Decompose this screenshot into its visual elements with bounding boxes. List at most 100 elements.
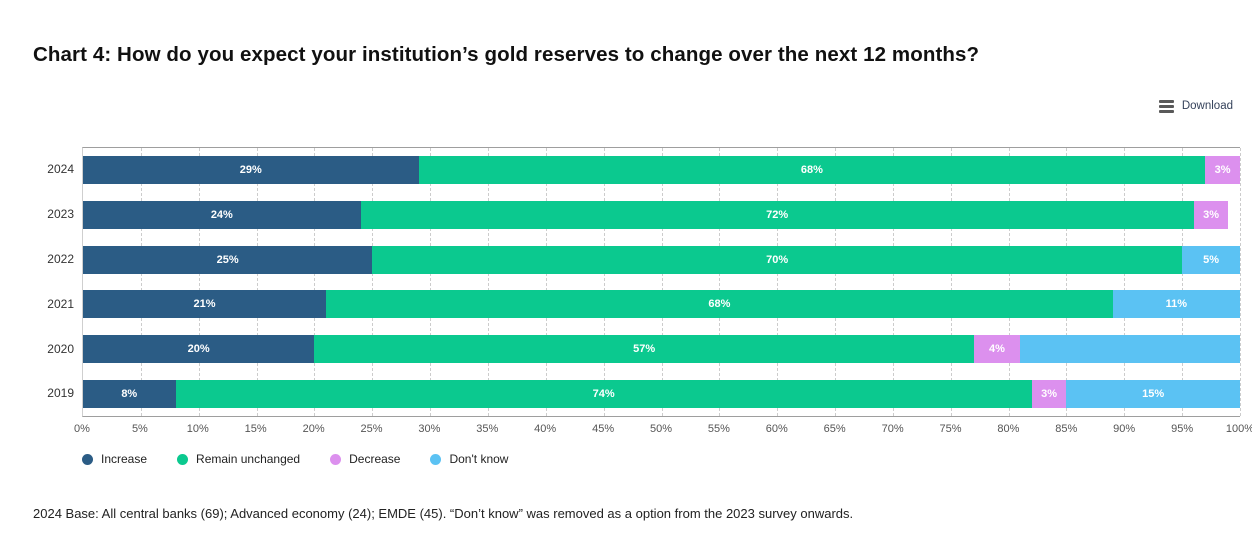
x-tick-label: 60% <box>765 423 788 435</box>
x-tick-label: 35% <box>476 423 499 435</box>
stacked-bar: 8% 74% 3% 15% <box>83 379 1240 408</box>
stacked-bar: 20% 57% 4% <box>83 335 1240 364</box>
x-tick-label: 65% <box>823 423 846 435</box>
year-label: 2021 <box>47 296 74 311</box>
y-axis-labels: 2024 2023 2022 2021 2020 2019 <box>0 147 74 417</box>
segment-label: 74% <box>592 387 615 400</box>
bar-segment[interactable]: 68% <box>325 290 1113 319</box>
plot-area: 29% 68% 3% 24% 72% 3% 25% 70% 5% 21% 68% 11% 20% 57% 4… <box>82 147 1241 417</box>
gridline <box>198 148 200 416</box>
stacked-bar: 29% 68% 3% <box>83 156 1240 185</box>
x-tick-label: 90% <box>1113 423 1136 435</box>
gridline <box>1066 148 1068 416</box>
gridline <box>892 148 894 416</box>
segment-label: 3% <box>1203 209 1219 221</box>
x-tick-label: 25% <box>360 423 383 435</box>
legend-label: Remain unchanged <box>196 452 301 466</box>
legend-item[interactable]: Increase <box>82 452 147 466</box>
segment-label: 29% <box>239 164 262 177</box>
bar-row: 29% 68% 3% <box>83 148 1240 193</box>
download-button[interactable]: Download <box>1158 100 1233 113</box>
bar-row: 24% 72% 3% <box>83 193 1240 238</box>
x-tick-label: 70% <box>881 423 904 435</box>
bar-segment[interactable]: 15% <box>1066 379 1240 408</box>
bar-segment[interactable]: 4% <box>973 335 1021 364</box>
segment-label: 15% <box>1142 387 1165 400</box>
year-label: 2023 <box>47 207 74 222</box>
bar-segment[interactable]: 68% <box>418 156 1206 185</box>
gridline <box>1008 148 1010 416</box>
x-tick-label: 5% <box>131 423 148 435</box>
bar-segment[interactable]: 57% <box>314 335 974 364</box>
gridline <box>314 148 316 416</box>
segment-label: 11% <box>1165 298 1188 311</box>
gridline <box>1124 148 1126 416</box>
legend: Increase Remain unchanged Decrease Don't kn… <box>82 452 508 466</box>
bar-segment[interactable]: 3% <box>1205 156 1240 185</box>
x-tick-label: 80% <box>997 423 1020 435</box>
bar-row: 21% 68% 11% <box>83 282 1240 327</box>
gridline <box>430 148 432 416</box>
legend-label: Decrease <box>349 452 401 466</box>
gridline <box>256 148 258 416</box>
x-tick-label: 15% <box>244 423 267 435</box>
bar-segment[interactable]: 3% <box>1193 201 1229 229</box>
x-tick-label: 100% <box>1225 423 1252 435</box>
bar-segment[interactable]: 20% <box>83 335 315 364</box>
gridline <box>1182 148 1184 416</box>
gridline <box>950 148 952 416</box>
segment-label: 21% <box>193 298 216 311</box>
bar-segment[interactable]: 25% <box>83 245 373 274</box>
legend-label: Increase <box>101 452 148 466</box>
legend-item[interactable]: Decrease <box>330 452 400 466</box>
x-tick-label: 0% <box>74 423 90 435</box>
x-tick-label: 30% <box>418 423 441 435</box>
bar-segment[interactable]: 72% <box>360 201 1194 229</box>
legend-dot <box>430 453 442 465</box>
gridline <box>835 148 837 416</box>
x-tick-label: 95% <box>1171 423 1194 435</box>
footnote: 2024 Base: All central banks (69); Advan… <box>33 506 854 521</box>
stacked-bar: 24% 72% 3% <box>83 201 1240 229</box>
year-label: 2022 <box>47 251 74 266</box>
gridline <box>777 148 779 416</box>
bars: 29% 68% 3% 24% 72% 3% 25% 70% 5% 21% 68% 11% 20% 57% 4… <box>83 148 1240 416</box>
gridline <box>545 148 547 416</box>
gridline <box>487 148 489 416</box>
x-tick-label: 40% <box>534 423 557 435</box>
bar-segment[interactable]: 8% <box>83 379 176 408</box>
bar-segment[interactable] <box>1020 335 1240 364</box>
gridline <box>661 148 663 416</box>
bar-segment[interactable]: 21% <box>83 290 326 319</box>
segment-label: 20% <box>187 343 210 356</box>
segment-label: 68% <box>800 164 823 177</box>
legend-item[interactable]: Remain unchanged <box>177 452 300 466</box>
gridline <box>372 148 374 416</box>
segment-label: 24% <box>210 209 233 221</box>
bar-segment[interactable]: 29% <box>83 156 419 185</box>
bar-segment[interactable]: 74% <box>175 379 1032 408</box>
bar-segment[interactable]: 5% <box>1182 245 1240 274</box>
segment-label: 70% <box>766 253 789 266</box>
segment-label: 8% <box>121 387 138 400</box>
x-tick-label: 85% <box>1055 423 1078 435</box>
x-tick-label: 75% <box>939 423 962 435</box>
legend-dot <box>82 453 93 465</box>
legend-item[interactable]: Don't know <box>430 452 508 466</box>
segment-label: 4% <box>989 343 1005 356</box>
bar-segment[interactable]: 70% <box>372 245 1183 274</box>
gridlines <box>83 148 1241 416</box>
segment-label: 25% <box>216 253 239 266</box>
gridline <box>140 148 142 416</box>
legend-label: Don't know <box>449 452 509 466</box>
bar-segment[interactable]: 24% <box>83 201 361 229</box>
gridline <box>719 148 721 416</box>
gridline <box>603 148 605 416</box>
x-tick-label: 45% <box>592 423 615 435</box>
bar-segment[interactable]: 3% <box>1031 379 1067 408</box>
x-axis-labels: 0% 5% 10% 15% 20% 25% 30% 35% 40% 45% 50% 55% 60% 65%… <box>74 423 1252 439</box>
x-tick-label: 55% <box>707 423 730 435</box>
x-tick-label: 50% <box>649 423 673 435</box>
bar-segment[interactable]: 11% <box>1112 290 1240 319</box>
stacked-bar: 25% 70% 5% <box>83 245 1240 274</box>
